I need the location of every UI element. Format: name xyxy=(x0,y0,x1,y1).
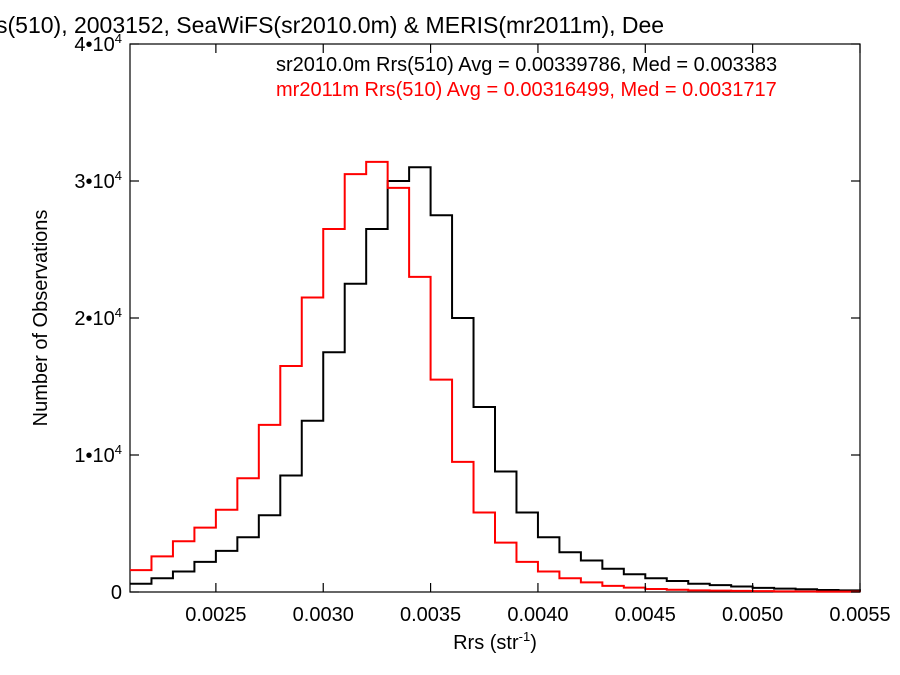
x-axis-ticks: 0.0025 0.0030 0.0035 0.0040 0.0045 0.0050 0.00… xyxy=(185,44,891,626)
y-tick-label-3: 3•104 xyxy=(74,168,122,193)
series-line-2 xyxy=(130,160,861,593)
x-tick-label-4: 0.0045 xyxy=(615,604,676,626)
x-axis-label-sup: -1 xyxy=(519,629,531,644)
x-axis-label-end: ) xyxy=(530,632,537,654)
plot-frame xyxy=(129,43,861,593)
y-tick-label-0: 0 xyxy=(111,582,122,604)
x-tick-label-6: 0.0055 xyxy=(829,604,890,626)
y-axis-ticks: 0 1•104 2•104 3•104 4•104 xyxy=(74,31,860,604)
legend-entry-sr2010: sr2010.0m Rrs(510) Avg = 0.00339786, Med… xyxy=(276,54,777,76)
y-axis-label: Number of Observations xyxy=(30,210,52,427)
x-tick-label-3: 0.0040 xyxy=(507,604,568,626)
legend-entry-mr2011: mr2011m Rrs(510) Avg = 0.00316499, Med =… xyxy=(276,79,777,101)
x-tick-label-2: 0.0035 xyxy=(400,604,461,626)
plot-area: 0.0025 0.0030 0.0035 0.0040 0.0045 0.0050 0.00… xyxy=(74,31,890,626)
x-axis-label: Rrs (str-1) xyxy=(453,629,537,654)
y-tick-label-2: 2•104 xyxy=(74,305,122,330)
x-tick-label-0: 0.0025 xyxy=(185,604,246,626)
legend: sr2010.0m Rrs(510) Avg = 0.00339786, Med… xyxy=(276,54,777,101)
y-tick-label-1: 1•104 xyxy=(74,442,122,467)
series-line-1 xyxy=(130,166,861,592)
y-tick-label-4: 4•104 xyxy=(74,31,122,56)
x-axis-label-text: Rrs (str xyxy=(453,632,519,654)
chart-title: s(510), 2003152, SeaWiFS(sr2010.0m) & ME… xyxy=(0,12,664,38)
x-tick-label-5: 0.0050 xyxy=(722,604,783,626)
x-tick-label-1: 0.0030 xyxy=(293,604,354,626)
series-group xyxy=(130,160,861,593)
